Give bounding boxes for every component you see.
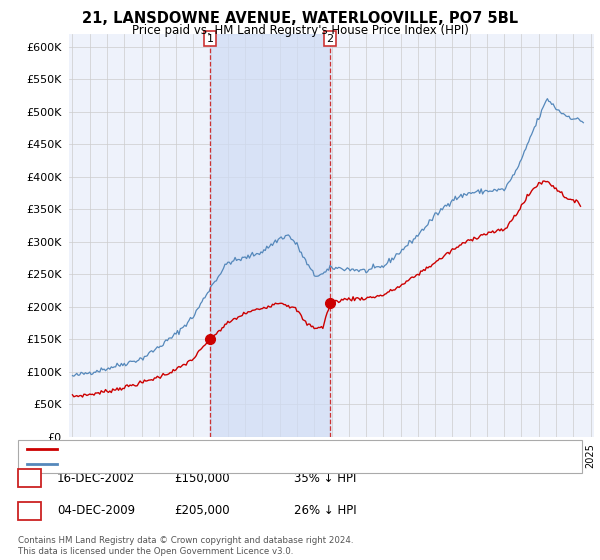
Text: 26% ↓ HPI: 26% ↓ HPI bbox=[294, 504, 356, 517]
Text: 04-DEC-2009: 04-DEC-2009 bbox=[57, 504, 135, 517]
Bar bbox=[210, 34, 330, 437]
Text: 21, LANSDOWNE AVENUE, WATERLOOVILLE, PO7 5BL: 21, LANSDOWNE AVENUE, WATERLOOVILLE, PO7… bbox=[82, 11, 518, 26]
Text: 35% ↓ HPI: 35% ↓ HPI bbox=[294, 472, 356, 485]
Text: 16-DEC-2002: 16-DEC-2002 bbox=[57, 472, 135, 485]
Text: 21, LANSDOWNE AVENUE, WATERLOOVILLE, PO7 5BL (detached house): 21, LANSDOWNE AVENUE, WATERLOOVILLE, PO7… bbox=[63, 444, 434, 454]
Text: 1: 1 bbox=[25, 472, 34, 485]
Text: £150,000: £150,000 bbox=[174, 472, 230, 485]
Text: 2: 2 bbox=[25, 504, 34, 517]
Text: Contains HM Land Registry data © Crown copyright and database right 2024.
This d: Contains HM Land Registry data © Crown c… bbox=[18, 536, 353, 556]
Text: Price paid vs. HM Land Registry's House Price Index (HPI): Price paid vs. HM Land Registry's House … bbox=[131, 24, 469, 36]
Text: 1: 1 bbox=[206, 34, 214, 44]
Text: HPI: Average price, detached house, Havant: HPI: Average price, detached house, Hava… bbox=[63, 459, 293, 469]
Text: 2: 2 bbox=[326, 34, 334, 44]
Text: £205,000: £205,000 bbox=[174, 504, 230, 517]
